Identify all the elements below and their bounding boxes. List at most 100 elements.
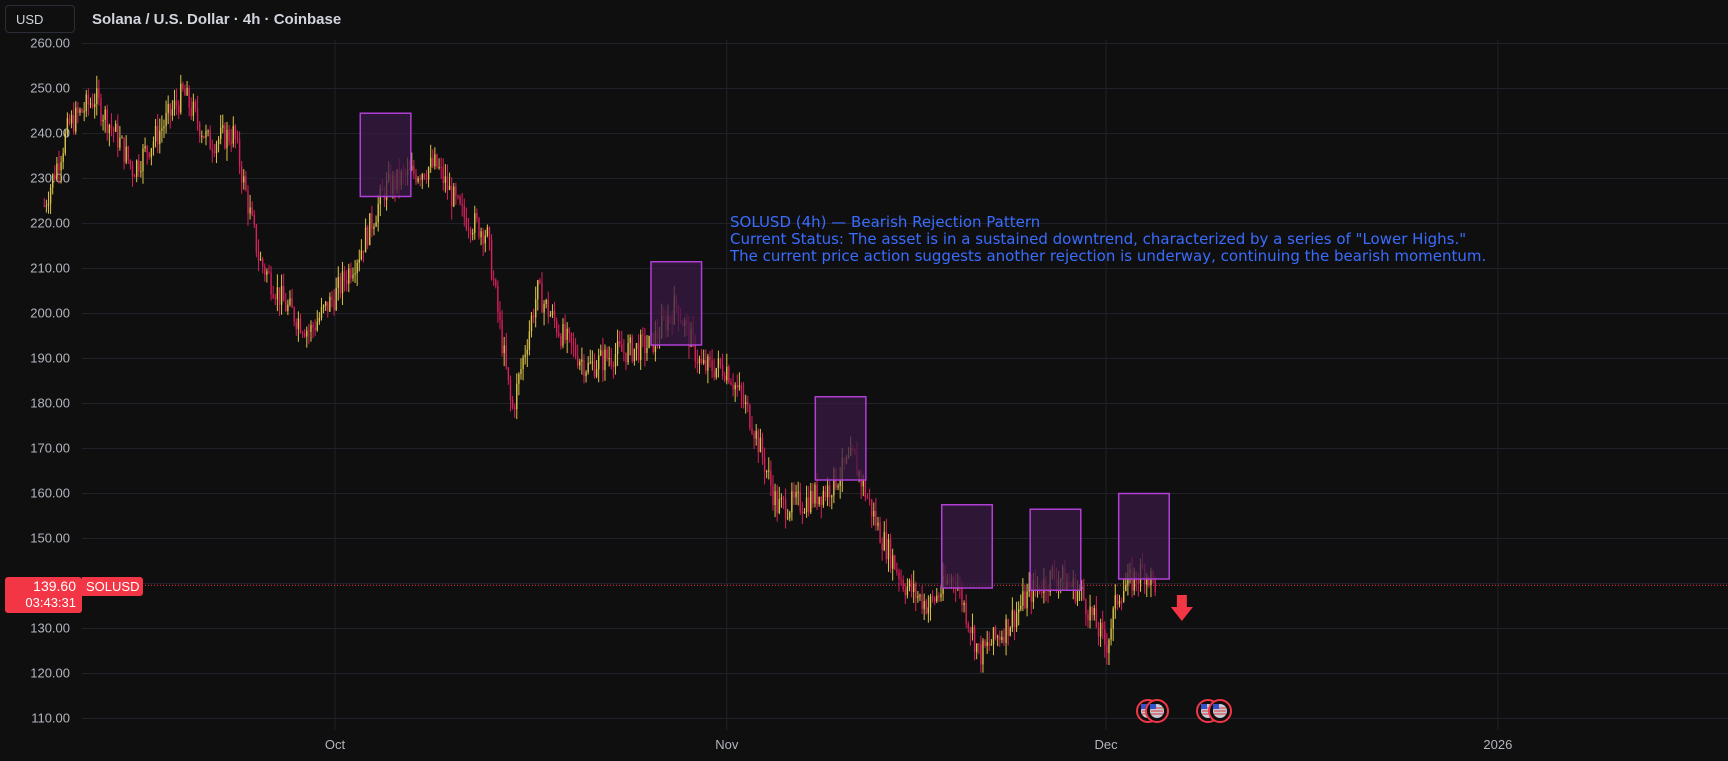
candle-body xyxy=(238,138,241,167)
candle-body xyxy=(230,141,232,144)
candle-body xyxy=(471,232,474,235)
candle-body xyxy=(732,384,734,390)
candle-body xyxy=(549,314,552,317)
candle-body xyxy=(904,589,906,596)
candle-body xyxy=(213,151,216,154)
economic-events[interactable]: ✦ xyxy=(1136,699,1232,723)
annotation-line-3: The current price action suggests anothe… xyxy=(730,247,1487,265)
candle-body xyxy=(1120,600,1123,602)
candle-body xyxy=(1146,576,1148,585)
rejection-box[interactable] xyxy=(1117,492,1170,580)
candle-body xyxy=(539,280,541,283)
candle-body xyxy=(961,586,963,606)
candle-body xyxy=(152,141,155,149)
candle-body xyxy=(117,123,119,148)
candle-body xyxy=(142,148,144,172)
candle-body xyxy=(1093,607,1095,616)
symbol-label: SOLUSD xyxy=(82,577,144,596)
candle-body xyxy=(306,330,308,337)
candle-body xyxy=(247,190,249,214)
candle-body xyxy=(1137,581,1140,584)
candle-body xyxy=(415,173,417,182)
candle-body xyxy=(883,532,885,551)
candle-body xyxy=(1087,614,1089,621)
candle-body xyxy=(482,231,484,244)
candle-body xyxy=(996,636,999,638)
candle-body xyxy=(742,394,745,405)
candle-body xyxy=(715,367,717,378)
candle-body xyxy=(902,579,904,590)
candle-body xyxy=(1003,636,1005,643)
candle-body xyxy=(255,224,258,253)
candle-body xyxy=(295,321,297,330)
candle-body xyxy=(125,146,127,163)
candle-body xyxy=(705,360,707,371)
candle-body xyxy=(467,228,470,230)
candle-body xyxy=(490,239,493,280)
rejection-boxes[interactable] xyxy=(359,112,1170,591)
candle-body xyxy=(560,335,562,346)
candle-body xyxy=(1007,619,1009,636)
candle-body xyxy=(593,361,596,377)
analysis-annotation[interactable]: SOLUSD (4h) — Bearish Rejection Pattern … xyxy=(730,214,1486,265)
candle-body xyxy=(322,305,325,308)
annotation-line-2: Current Status: The asset is in a sustai… xyxy=(730,230,1467,248)
candle-body xyxy=(744,402,747,405)
candle-body xyxy=(1118,600,1121,605)
candle-body xyxy=(614,354,617,367)
candle-body xyxy=(62,153,64,162)
candle-body xyxy=(616,341,619,355)
candle-body xyxy=(1011,610,1014,628)
candle-body xyxy=(986,642,988,646)
candle-body xyxy=(257,252,260,261)
rejection-box[interactable] xyxy=(1029,508,1082,591)
candle-body xyxy=(72,114,75,132)
rejection-box[interactable] xyxy=(359,112,412,198)
candle-body xyxy=(127,146,129,161)
candle-body xyxy=(1032,580,1035,602)
candle-body xyxy=(331,296,333,300)
candle-body xyxy=(526,349,528,355)
y-tick-label: 190.00 xyxy=(30,351,70,366)
candle-body xyxy=(350,268,352,279)
candle-body xyxy=(484,235,486,244)
candle-body xyxy=(240,166,243,183)
candle-body xyxy=(79,109,81,113)
candle-body xyxy=(919,594,921,597)
rejection-box[interactable] xyxy=(940,504,994,589)
candle-body xyxy=(545,299,547,304)
candle-body xyxy=(805,497,808,513)
candle-body xyxy=(104,109,106,120)
rejection-box[interactable] xyxy=(814,396,867,481)
rejection-box[interactable] xyxy=(650,261,703,346)
candle-body xyxy=(249,207,251,214)
candle-body xyxy=(343,271,346,281)
candle-body xyxy=(1013,610,1016,628)
candle-body xyxy=(444,176,447,183)
candle-body xyxy=(1097,627,1100,637)
candle-body xyxy=(828,485,831,498)
candle-body xyxy=(736,384,738,388)
currency-selector[interactable]: USD xyxy=(5,5,75,33)
candle-body xyxy=(927,607,930,614)
candle-body xyxy=(763,457,766,472)
candle-body xyxy=(751,428,753,434)
candle-body xyxy=(999,636,1001,641)
candle-body xyxy=(102,119,104,122)
candle-body xyxy=(93,103,96,108)
candle-body xyxy=(814,484,816,504)
candle-body xyxy=(203,135,205,138)
candle-body xyxy=(375,222,377,227)
candle-body xyxy=(268,271,270,273)
candle-body xyxy=(621,344,623,352)
candle-body xyxy=(513,407,516,410)
down-arrow-icon[interactable] xyxy=(1170,595,1193,621)
candle-body xyxy=(285,301,287,312)
candle-body xyxy=(144,146,146,149)
candle-body xyxy=(576,356,579,366)
candle-body xyxy=(167,104,169,113)
candle-body xyxy=(906,586,909,596)
candle-body xyxy=(791,491,793,513)
y-tick-label: 200.00 xyxy=(30,306,70,321)
